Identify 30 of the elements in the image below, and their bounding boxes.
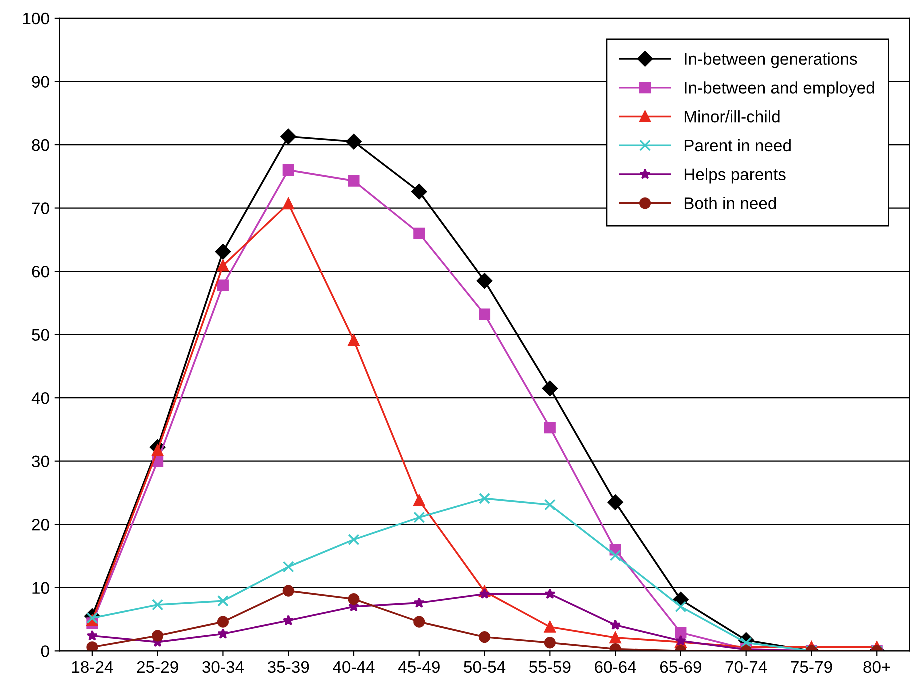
x-tick-label: 80+: [864, 661, 890, 674]
y-tick-label: 30: [32, 456, 50, 468]
y-tick-label: 10: [32, 582, 50, 594]
x-tick-label: 40-44: [333, 661, 375, 674]
legend-label: Parent in need: [684, 139, 791, 152]
x-tick-label: 55-59: [530, 661, 571, 674]
y-tick-label: 60: [32, 266, 50, 278]
x-tick-label: 25-29: [137, 661, 178, 674]
x-tick-label: 75-79: [791, 661, 832, 674]
legend-label: In-between generations: [685, 52, 858, 68]
y-tick-label: 80: [32, 139, 50, 152]
y-tick-label: 20: [32, 519, 50, 531]
x-tick-label: 65-69: [660, 661, 702, 674]
x-tick-label: 30-34: [202, 661, 244, 674]
y-tick-label: 40: [32, 392, 50, 404]
y-tick-label: 0: [41, 646, 50, 658]
x-tick-label: 60-64: [595, 661, 636, 674]
x-tick-label: 35-39: [268, 661, 310, 674]
y-tick-label: 90: [32, 76, 50, 88]
y-tick-label: 100: [23, 12, 50, 25]
legend-label: Both in need: [684, 197, 776, 210]
y-tick-label: 50: [32, 329, 50, 342]
x-tick-label: 50-54: [464, 661, 506, 674]
x-tick-label: 18-24: [72, 661, 114, 674]
legend-label: Minor/ill-child: [684, 110, 780, 123]
legend-label: In-between and employed: [685, 82, 874, 98]
x-tick-label: 45-49: [398, 661, 440, 674]
x-tick-label: 70-74: [726, 661, 768, 674]
legend-label: Helps parents: [684, 168, 786, 184]
y-tick-label: 70: [32, 202, 50, 214]
